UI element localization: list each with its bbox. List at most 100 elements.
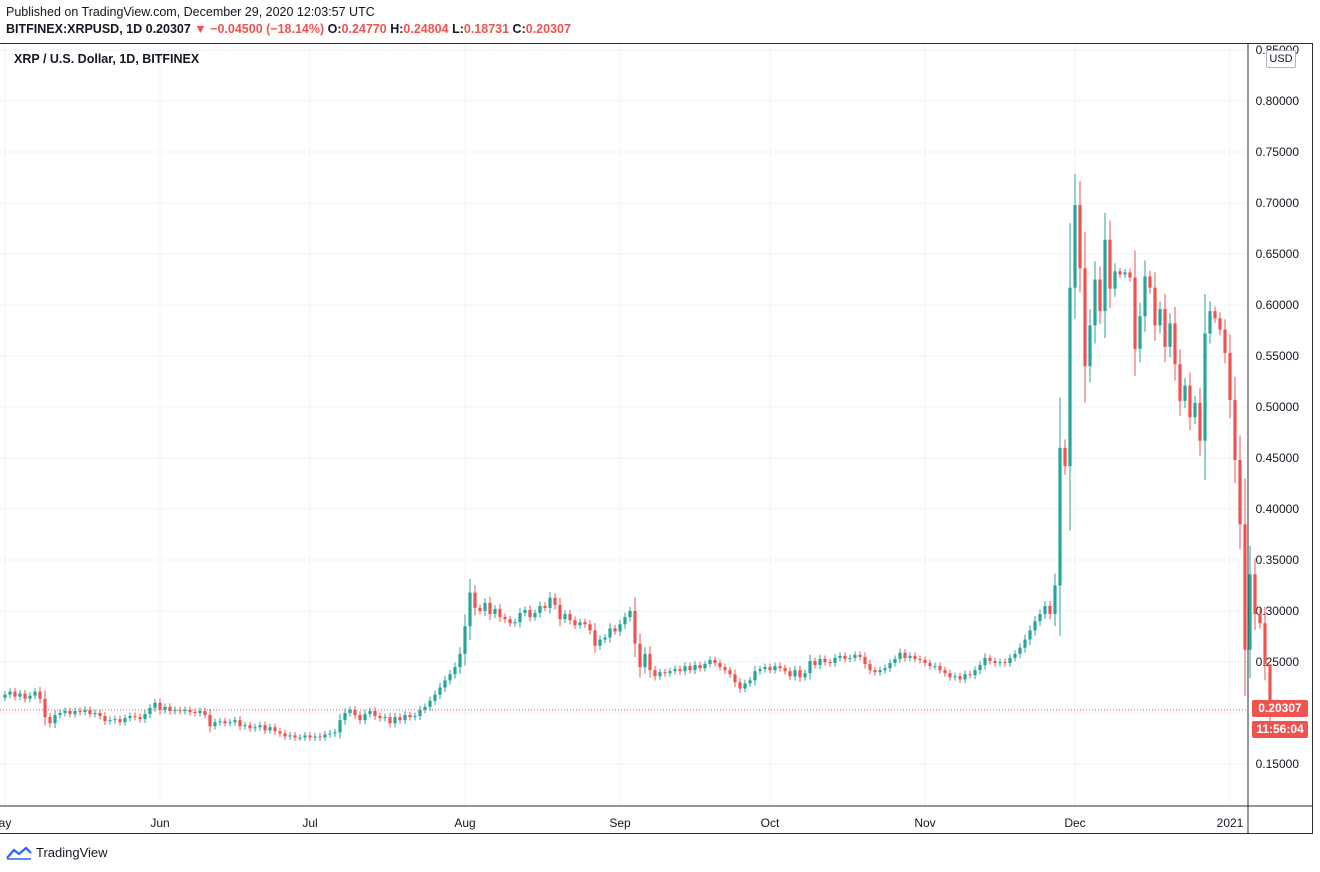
candle <box>488 602 492 615</box>
candle <box>883 668 887 671</box>
candle <box>818 658 822 666</box>
candle <box>583 622 587 625</box>
candle <box>238 720 242 727</box>
candle <box>743 683 747 689</box>
candle <box>768 667 772 671</box>
y-tick-label: 0.25000 <box>1256 655 1300 669</box>
candle <box>923 659 927 664</box>
candle <box>908 655 912 658</box>
x-tick-label: Sep <box>609 816 631 830</box>
candle <box>463 626 467 654</box>
candle <box>268 727 272 731</box>
candle <box>953 676 957 678</box>
candle <box>918 658 922 660</box>
candle <box>1093 279 1097 326</box>
candle <box>578 622 582 626</box>
candle <box>158 702 162 710</box>
y-tick-label: 0.60000 <box>1256 298 1300 312</box>
candle <box>368 710 372 715</box>
candle <box>193 711 197 713</box>
candle <box>78 710 82 712</box>
candle <box>408 715 412 718</box>
candle <box>233 720 237 723</box>
candle <box>48 717 52 724</box>
candle <box>643 653 647 668</box>
candle <box>1183 385 1187 401</box>
candle <box>208 715 212 727</box>
candle <box>1098 279 1102 312</box>
candle <box>678 669 682 672</box>
candle <box>723 667 727 671</box>
candle <box>623 617 627 625</box>
candle <box>903 652 907 658</box>
candle <box>448 674 452 681</box>
candle <box>1218 318 1222 330</box>
candle <box>103 716 107 722</box>
x-tick-label: Dec <box>1064 816 1085 830</box>
currency-button[interactable]: USD <box>1266 50 1296 68</box>
candle <box>1103 239 1107 312</box>
candle <box>683 666 687 672</box>
candle <box>983 657 987 666</box>
candle <box>313 736 317 738</box>
candle <box>1033 621 1037 631</box>
candle <box>183 709 187 711</box>
candle <box>728 670 732 675</box>
candle <box>148 707 152 715</box>
candle <box>98 713 102 717</box>
footer-brand[interactable]: TradingView <box>6 845 108 860</box>
candle <box>1088 325 1092 367</box>
candle <box>153 702 157 708</box>
candle <box>568 614 572 621</box>
candle <box>493 608 497 615</box>
candle <box>453 667 457 675</box>
candle <box>863 656 867 665</box>
candle <box>543 605 547 608</box>
candle <box>558 604 562 620</box>
candle <box>473 592 477 608</box>
candle <box>308 735 312 738</box>
candle <box>1113 271 1117 289</box>
candle <box>523 609 527 614</box>
candle <box>1233 399 1237 461</box>
candle <box>673 669 677 672</box>
candle <box>213 722 217 727</box>
candle <box>1153 287 1157 326</box>
candle <box>333 732 337 734</box>
candle <box>273 727 277 732</box>
candle <box>873 670 877 673</box>
tradingview-logo-icon <box>6 846 32 860</box>
candle <box>948 673 952 678</box>
candle <box>113 719 117 721</box>
candle <box>893 658 897 664</box>
candle <box>293 735 297 738</box>
candle <box>423 706 427 710</box>
chart-frame <box>0 43 1313 834</box>
candle <box>343 713 347 721</box>
candle <box>513 622 517 624</box>
low-label: L: <box>452 22 464 36</box>
candle <box>618 624 622 632</box>
candle <box>1003 662 1007 664</box>
candle <box>1158 309 1162 326</box>
candle <box>553 597 557 605</box>
candle <box>218 721 222 723</box>
candle <box>888 663 892 669</box>
candle <box>938 666 942 671</box>
candle <box>83 709 87 712</box>
candle <box>1123 272 1127 275</box>
candle <box>143 714 147 720</box>
candle <box>973 670 977 676</box>
close-value: 0.20307 <box>525 22 571 36</box>
candle <box>88 709 92 715</box>
candle <box>698 665 702 669</box>
change-value: −0.04500 (−18.14%) <box>210 22 325 36</box>
candle <box>1258 614 1262 624</box>
candle <box>1073 205 1077 288</box>
y-tick-label: 0.55000 <box>1256 349 1300 363</box>
close-label: C: <box>512 22 526 36</box>
candle <box>748 680 752 684</box>
candle <box>283 733 287 737</box>
y-tick-label: 0.50000 <box>1256 400 1300 414</box>
